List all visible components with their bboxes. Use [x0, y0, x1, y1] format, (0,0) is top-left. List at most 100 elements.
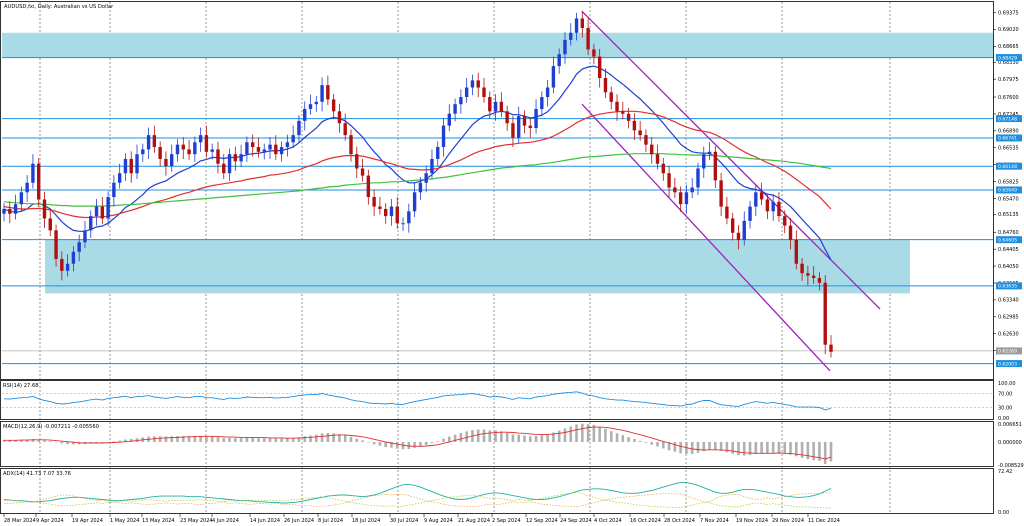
macd-bar-105	[609, 431, 613, 442]
adx-tick-0: 72.42	[998, 469, 1012, 475]
candle-body-67	[389, 206, 394, 217]
date-tick-label-8: 26 Jun 2024	[284, 518, 314, 524]
macd-bar-30	[176, 436, 179, 442]
candle-body-125	[725, 206, 729, 219]
macd-title: MACD(12,26,9) -0.007211 -0.005560	[3, 424, 99, 430]
price-tick-label-7: 0.66890	[998, 129, 1019, 135]
macd-bar-63	[367, 441, 370, 443]
macd-bar-10	[60, 441, 64, 444]
macd-bar-139	[806, 441, 810, 460]
candle-body-8	[48, 218, 52, 231]
minus-di-line	[3, 492, 832, 508]
level-label-bg-6	[996, 282, 1022, 290]
candle-body-69	[401, 223, 405, 225]
candle-body-139	[806, 273, 810, 276]
candle-body-83	[482, 87, 486, 98]
macd-bar-51	[297, 437, 301, 442]
candle-body-16	[94, 206, 99, 217]
macd-bar-20	[118, 440, 121, 442]
date-tick-label-4: 13 May 2024	[142, 518, 175, 524]
candle-body-142	[823, 282, 827, 345]
date-tick-label-18: 16 Oct 2024	[630, 518, 661, 524]
candle-body-9	[54, 230, 58, 259]
macd-bar-110	[638, 440, 642, 442]
price-tick-label-6: 0.67245	[998, 112, 1019, 118]
macd-bar-9	[54, 441, 58, 443]
macd-bar-46	[268, 438, 272, 442]
candle-body-75	[436, 147, 440, 159]
macd-bar-83	[482, 429, 486, 442]
candle-body-54	[314, 101, 318, 105]
candle-body-19	[112, 182, 116, 198]
date-tick-label-12: 9 Aug 2024	[424, 518, 453, 524]
candle-body-17	[100, 206, 105, 219]
candle-body-105	[609, 92, 613, 102]
candle-body-143	[829, 344, 833, 352]
candle-body-4	[25, 182, 29, 193]
candle-body-77	[447, 113, 452, 126]
level-label-bg-3	[996, 162, 1022, 170]
macd-bar-55	[320, 433, 324, 442]
candle-body-130	[754, 192, 758, 207]
macd-bar-115	[667, 441, 671, 451]
macd-bar-125	[725, 441, 729, 453]
candle-body-24	[141, 149, 145, 155]
candle-body-44	[256, 147, 261, 152]
candle-body-128	[742, 220, 746, 240]
candle-body-100	[580, 18, 585, 28]
macd-bar-101	[586, 424, 590, 442]
candle-body-68	[395, 206, 399, 224]
candle-body-135	[783, 216, 787, 226]
macd-bar-74	[430, 441, 434, 444]
level-label-7: 0.62003	[998, 361, 1017, 367]
date-tick-label-7: 14 Jun 2024	[250, 518, 280, 524]
macd-bar-86	[500, 431, 503, 442]
candle-body-50	[291, 135, 295, 143]
macd-bar-106	[615, 433, 619, 442]
macd-bar-65	[378, 441, 382, 446]
date-tick-label-15: 12 Sep 2024	[526, 518, 558, 524]
macd-signal-line	[4, 426, 832, 460]
candle-body-70	[407, 211, 411, 224]
macd-bar-6	[37, 439, 40, 442]
level-label-bg-4	[996, 186, 1022, 194]
macd-bar-93	[540, 435, 544, 442]
candle-body-28	[164, 158, 168, 167]
macd-bar-49	[286, 438, 289, 442]
current-price-label-bg	[996, 347, 1022, 355]
macd-bar-38	[222, 437, 226, 442]
macd-bar-102	[592, 424, 596, 442]
macd-bar-133	[771, 441, 775, 453]
candle-body-133	[771, 201, 775, 212]
macd-bar-97	[563, 428, 567, 442]
macd-bar-44	[257, 438, 260, 442]
candle-body-33	[193, 142, 197, 155]
macd-bar-77	[448, 436, 451, 442]
candle-body-29	[170, 154, 174, 167]
macd-bar-117	[679, 441, 682, 454]
level-label-bg-2	[996, 134, 1022, 142]
macd-bar-40	[234, 438, 237, 442]
candle-body-111	[644, 135, 648, 145]
macd-bar-85	[494, 430, 497, 442]
candle-body-53	[308, 104, 313, 109]
candle-body-106	[615, 101, 619, 112]
candle-body-25	[146, 135, 151, 150]
candle-body-26	[152, 135, 157, 148]
candle-body-20	[117, 173, 122, 183]
candle-body-134	[777, 201, 781, 217]
macd-bar-136	[789, 441, 792, 455]
candle-body-64	[372, 197, 376, 207]
price-tick-label-10: 0.65825	[998, 179, 1019, 185]
macd-bar-0	[2, 439, 6, 442]
date-tick-label-10: 18 Jul 2024	[352, 518, 380, 524]
macd-bar-75	[436, 441, 440, 442]
candle-body-89	[517, 116, 521, 138]
price-tick-label-1: 0.69020	[998, 27, 1019, 33]
macd-bar-119	[690, 441, 694, 454]
main-panel-frame	[0, 1, 994, 380]
macd-bar-96	[557, 430, 561, 442]
candle-body-45	[262, 149, 266, 152]
candle-body-30	[175, 144, 180, 155]
macd-bar-72	[419, 441, 422, 447]
